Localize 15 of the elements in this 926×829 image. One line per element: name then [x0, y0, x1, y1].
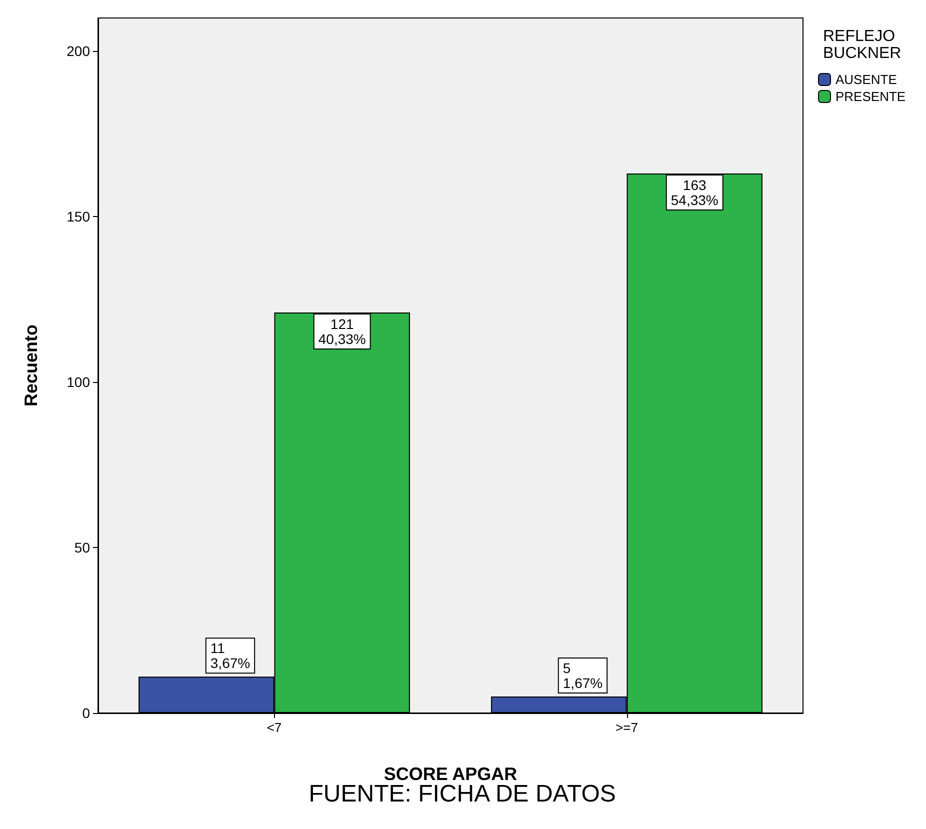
y-tick-label: 200 [66, 43, 90, 60]
y-tick-label: 100 [66, 374, 90, 390]
legend-title: REFLEJO BUCKNER [823, 28, 902, 62]
x-tick-label: <7 [266, 720, 282, 735]
y-tick-label: 50 [74, 540, 90, 556]
x-tick-label: >=7 [616, 720, 638, 735]
data-label: 11 3,67% [210, 640, 250, 672]
legend-label: PRESENTE [836, 89, 906, 104]
data-label: 163 54,33% [670, 177, 718, 208]
y-tick-label: 0 [82, 705, 90, 721]
legend-label: AUSENTE [836, 72, 898, 87]
y-tick-label: 150 [66, 208, 90, 225]
y-axis-title: Recuento [21, 324, 41, 407]
data-label: 121 40,33% [318, 316, 366, 348]
data-label: 5 1,67% [562, 660, 603, 691]
